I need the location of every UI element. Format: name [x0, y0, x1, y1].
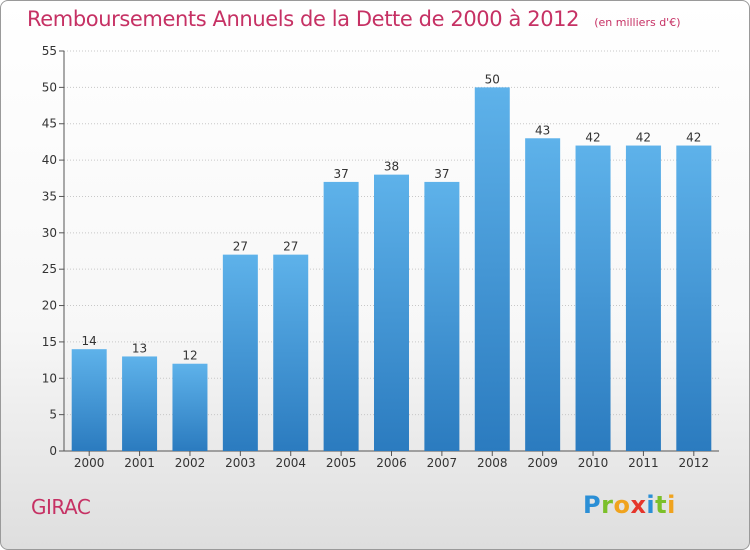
- bar: [575, 145, 611, 451]
- bars: [71, 87, 712, 452]
- bar-value-label: 42: [585, 131, 600, 145]
- bar: [172, 363, 208, 451]
- chart-unit: (en milliers d'€): [594, 16, 681, 29]
- y-tick-label: 55: [42, 44, 57, 58]
- y-tick-label: 25: [42, 262, 57, 276]
- bar-value-label: 14: [82, 334, 97, 348]
- x-tick-label: 2010: [578, 456, 609, 470]
- data-labels: 14 13 12 27 27 37 38 37 50 43 42 42 42: [82, 72, 702, 362]
- x-tick-label: 2002: [175, 456, 206, 470]
- y-tick-label: 15: [42, 335, 57, 349]
- y-tick-label: 50: [42, 80, 57, 94]
- y-tick-label: 5: [49, 408, 57, 422]
- bar-value-label: 38: [384, 160, 399, 174]
- bar: [374, 174, 409, 452]
- logo-letter: r: [601, 491, 614, 519]
- x-tick-label: 2012: [679, 456, 710, 470]
- logo-letter: x: [630, 491, 647, 519]
- bar: [222, 254, 258, 451]
- y-tick-label: 0: [49, 444, 57, 458]
- bar-value-label: 43: [535, 123, 550, 137]
- x-tick-label: 2007: [427, 456, 458, 470]
- bar: [625, 145, 661, 451]
- x-tick-label: 2005: [326, 456, 357, 470]
- x-tick-label: 2011: [628, 456, 659, 470]
- y-tick-label: 30: [42, 226, 57, 240]
- logo-letter: i: [646, 491, 656, 519]
- bar: [525, 138, 561, 452]
- x-tick-label: 2004: [275, 456, 306, 470]
- bar: [676, 145, 712, 451]
- proxiti-logo: Proxiti: [583, 491, 676, 519]
- bar: [273, 254, 309, 451]
- chart-title: Remboursements Annuels de la Dette de 20…: [27, 7, 580, 31]
- x-tick-label: 2009: [527, 456, 558, 470]
- x-tick-label: 2008: [477, 456, 508, 470]
- bar: [122, 356, 158, 451]
- bar-value-label: 13: [132, 341, 147, 355]
- bar-value-label: 12: [182, 349, 197, 363]
- bar: [424, 181, 460, 451]
- bar: [323, 181, 359, 451]
- bar-value-label: 42: [636, 131, 651, 145]
- y-tick-label: 45: [42, 117, 57, 131]
- y-tick-label: 10: [42, 371, 57, 385]
- commune-name: GIRAC: [31, 495, 91, 519]
- y-tick-label: 40: [42, 153, 57, 167]
- bar-value-label: 27: [283, 240, 298, 254]
- logo-letter: P: [583, 491, 602, 519]
- bar: [474, 87, 510, 451]
- x-tick-label: 2000: [74, 456, 105, 470]
- bar-value-label: 42: [686, 131, 701, 145]
- logo-letter: o: [613, 491, 631, 519]
- x-tick-label: 2006: [376, 456, 407, 470]
- y-tick-label: 35: [42, 189, 57, 203]
- logo-letter: i: [667, 491, 676, 519]
- bar-value-label: 27: [233, 240, 248, 254]
- bar-value-label: 37: [434, 167, 449, 181]
- logo-letter: t: [655, 491, 668, 519]
- bar-value-label: 37: [333, 167, 348, 181]
- chart-title-row: Remboursements Annuels de la Dette de 20…: [27, 7, 680, 31]
- x-tick-label: 2003: [225, 456, 256, 470]
- bar: [71, 349, 107, 451]
- y-tick-label: 20: [42, 299, 57, 313]
- bar-value-label: 50: [485, 72, 500, 86]
- x-tick-label: 2001: [124, 456, 155, 470]
